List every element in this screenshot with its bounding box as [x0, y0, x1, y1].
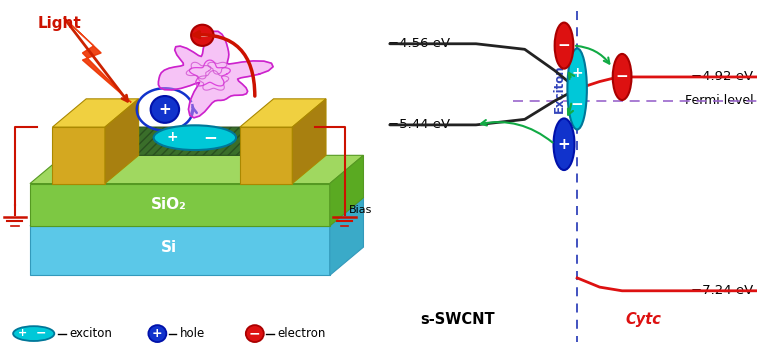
Ellipse shape — [13, 326, 55, 341]
Text: Light: Light — [38, 16, 81, 31]
Polygon shape — [292, 99, 326, 184]
Text: +: + — [167, 130, 178, 144]
Polygon shape — [52, 127, 105, 184]
Text: +: + — [152, 327, 163, 340]
Circle shape — [555, 23, 573, 69]
Text: hole: hole — [180, 327, 205, 340]
Text: −: − — [558, 38, 570, 53]
Text: −: − — [571, 97, 584, 112]
Circle shape — [191, 25, 213, 46]
Text: −: − — [195, 26, 209, 44]
Ellipse shape — [568, 48, 587, 130]
Polygon shape — [30, 155, 363, 184]
Polygon shape — [105, 127, 273, 155]
Text: electron: electron — [277, 327, 326, 340]
Circle shape — [151, 96, 179, 123]
Text: −7.24 eV: −7.24 eV — [691, 284, 753, 297]
Polygon shape — [240, 99, 326, 127]
Text: −5.44 eV: −5.44 eV — [388, 118, 450, 131]
Polygon shape — [105, 99, 139, 184]
Text: −4.92 eV: −4.92 eV — [691, 71, 753, 83]
Polygon shape — [30, 198, 363, 226]
Circle shape — [612, 54, 631, 100]
Polygon shape — [330, 155, 363, 226]
Circle shape — [553, 119, 575, 170]
Circle shape — [148, 325, 167, 342]
Text: −: − — [249, 327, 260, 341]
Text: Cytc: Cytc — [626, 312, 662, 327]
Polygon shape — [30, 226, 330, 275]
Polygon shape — [64, 18, 131, 102]
Text: Fermi level: Fermi level — [684, 94, 753, 107]
Text: Exciton: Exciton — [553, 65, 565, 113]
Text: −: − — [36, 327, 46, 339]
Text: Bias: Bias — [348, 205, 372, 215]
Circle shape — [246, 325, 263, 342]
Ellipse shape — [154, 125, 236, 150]
Text: −: − — [203, 128, 217, 146]
Text: Si: Si — [160, 240, 176, 255]
Text: +: + — [572, 66, 583, 80]
Polygon shape — [52, 99, 139, 127]
Text: +: + — [158, 102, 171, 117]
Polygon shape — [240, 127, 292, 184]
Text: −: − — [615, 70, 628, 84]
Polygon shape — [330, 198, 363, 275]
Text: +: + — [558, 137, 570, 152]
Text: −4.56 eV: −4.56 eV — [388, 37, 450, 50]
Polygon shape — [158, 31, 273, 118]
Text: +: + — [18, 328, 27, 338]
Text: SiO₂: SiO₂ — [151, 197, 186, 212]
Text: exciton: exciton — [70, 327, 112, 340]
Text: s-SWCNT: s-SWCNT — [420, 312, 494, 327]
Polygon shape — [30, 184, 330, 226]
